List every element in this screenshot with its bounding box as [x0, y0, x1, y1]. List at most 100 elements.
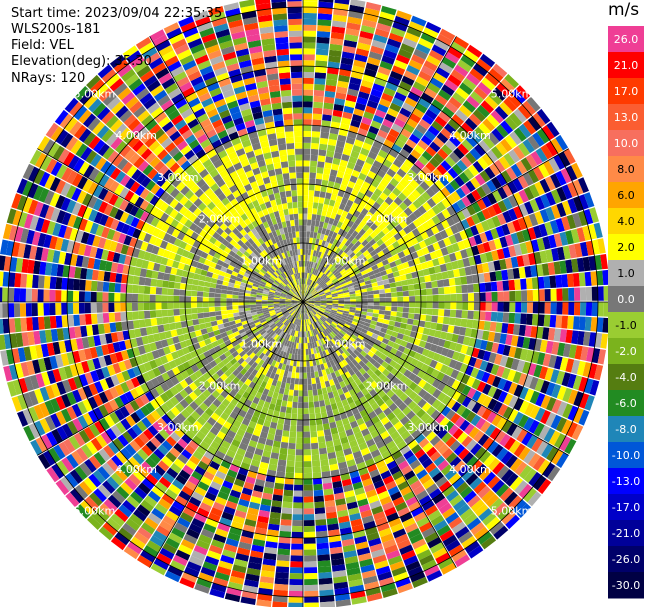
gate-cell — [479, 450, 491, 464]
gate-cell — [493, 525, 509, 540]
gate-cell — [408, 313, 415, 320]
gate-cell — [253, 348, 260, 355]
gate-cell — [127, 320, 134, 330]
gate-cell — [364, 7, 380, 17]
gate-cell — [85, 280, 92, 291]
gate-cell — [472, 319, 479, 329]
gate-cell — [381, 274, 389, 281]
gate-cell — [173, 357, 183, 367]
gate-cell — [320, 331, 326, 338]
gate-cell — [158, 476, 172, 489]
gate-cell — [192, 279, 199, 286]
gate-cell — [99, 334, 107, 345]
gate-cell — [488, 68, 504, 82]
gate-cell — [307, 295, 313, 299]
gate-cell — [461, 385, 472, 396]
gate-cell — [373, 361, 381, 369]
gate-cell — [361, 79, 374, 89]
gate-cell — [322, 330, 328, 337]
gate-cell — [436, 164, 448, 176]
gate-cell — [441, 395, 452, 406]
gate-cell — [452, 163, 463, 176]
gate-cell — [273, 589, 288, 597]
gate-cell — [451, 191, 461, 202]
gate-cell — [306, 354, 310, 361]
gate-cell — [528, 419, 540, 434]
gate-cell — [372, 83, 385, 93]
gate-cell — [521, 302, 528, 313]
gate-cell — [514, 480, 528, 495]
gate-cell — [355, 292, 362, 297]
gate-cell — [387, 426, 397, 436]
gate-cell — [518, 266, 526, 279]
gate-cell — [276, 380, 282, 388]
gate-cell — [385, 81, 399, 92]
gate-cell — [250, 415, 259, 424]
gate-cell — [239, 350, 246, 358]
gate-cell — [384, 356, 393, 365]
gate-cell — [583, 192, 595, 208]
gate-cell — [342, 544, 356, 553]
gate-cell — [273, 334, 279, 341]
gate-cell — [482, 437, 494, 450]
gate-cell — [413, 243, 422, 252]
gate-cell — [327, 180, 335, 188]
gate-cell — [305, 243, 309, 250]
gate-cell — [315, 334, 320, 341]
gate-cell — [544, 289, 551, 301]
gate-cell — [244, 412, 253, 421]
gate-cell — [316, 327, 321, 334]
gate-cell — [391, 302, 398, 307]
gate-cell — [244, 356, 252, 364]
gate-cell — [460, 344, 469, 355]
gate-cell — [348, 311, 355, 316]
gate-cell — [301, 307, 303, 314]
gate-cell — [120, 482, 134, 495]
gate-cell — [421, 526, 436, 539]
gate-cell — [323, 321, 330, 327]
gate-cell — [0, 287, 3, 302]
gate-cell — [346, 199, 354, 208]
gate-cell — [217, 275, 225, 281]
gate-cell — [307, 305, 313, 309]
gate-cell — [408, 372, 417, 382]
gate-cell — [249, 299, 256, 302]
gate-cell — [463, 490, 477, 504]
gate-cell — [146, 540, 162, 553]
gate-cell — [229, 575, 245, 585]
gate-cell — [591, 286, 598, 301]
gate-cell — [328, 55, 341, 63]
gate-cell — [468, 302, 475, 311]
gate-cell — [555, 315, 563, 329]
gate-cell — [452, 477, 465, 490]
gate-cell — [124, 403, 135, 415]
gate-cell — [315, 328, 320, 335]
gate-cell — [396, 86, 410, 97]
gate-cell — [185, 338, 193, 347]
gate-cell — [319, 272, 324, 279]
gate-cell — [305, 284, 308, 291]
gate-cell — [50, 383, 61, 398]
gate-cell — [50, 413, 62, 428]
gate-cell — [341, 538, 355, 547]
gate-cell — [561, 372, 571, 387]
gate-cell — [450, 41, 466, 54]
gate-cell — [285, 297, 292, 300]
gate-cell — [483, 321, 491, 331]
gate-cell — [289, 323, 294, 329]
gate-cell — [421, 559, 437, 571]
gate-cell — [66, 406, 77, 420]
gate-cell — [310, 371, 315, 379]
gate-cell — [223, 543, 238, 553]
gate-cell — [456, 503, 471, 517]
gate-cell — [303, 325, 305, 332]
gate-cell — [273, 303, 280, 306]
gate-cell — [442, 316, 450, 325]
gate-cell — [344, 341, 352, 348]
gate-cell — [102, 522, 118, 536]
gate-cell — [291, 317, 295, 323]
gate-cell — [345, 136, 356, 145]
gate-cell — [63, 365, 73, 379]
gate-cell — [309, 324, 313, 331]
gate-cell — [332, 206, 339, 214]
